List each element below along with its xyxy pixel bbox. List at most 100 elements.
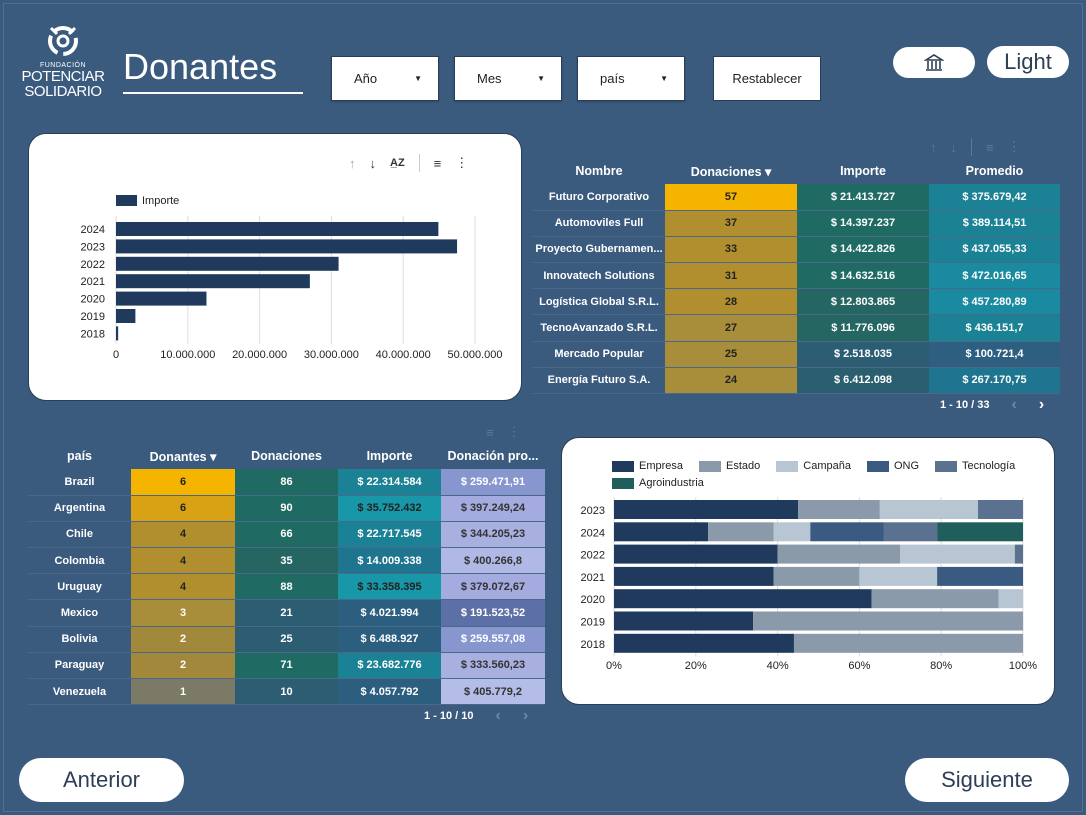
previous-page-button[interactable]: Anterior — [19, 758, 184, 802]
y-category-label: 2021 — [581, 572, 605, 584]
x-tick-label: 60% — [848, 660, 870, 672]
home-button[interactable] — [893, 47, 975, 78]
table-cell: Logística Global S.R.L. — [533, 288, 665, 316]
sort-descending-icon[interactable]: ↓ — [369, 155, 377, 171]
legend-item[interactable]: Agroindustria — [612, 477, 704, 489]
sort-az-icon[interactable]: A̲Z — [390, 157, 405, 169]
table-cell: $ 12.803.865 — [797, 288, 929, 316]
y-category-label: 2022 — [581, 550, 605, 562]
filter-icon[interactable]: ≡ — [433, 155, 442, 171]
more-vertical-icon[interactable]: ⋮ — [455, 155, 469, 170]
table-row[interactable]: Brazil 6 86 $ 22.314.584 $ 259.471,91 — [28, 469, 545, 496]
table-row[interactable]: Mexico 3 21 $ 4.021.994 $ 191.523,52 — [28, 599, 545, 627]
table-cell: $ 389.114,51 — [929, 210, 1060, 237]
page-title: Donantes — [123, 46, 303, 94]
column-header[interactable]: Importe — [366, 449, 413, 463]
table-row[interactable]: Uruguay 4 88 $ 33.358.395 $ 379.072,67 — [28, 573, 545, 601]
table-cell: Futuro Corporativo — [533, 184, 665, 211]
column-header[interactable]: país — [66, 449, 92, 463]
table-cell: $ 333.560,23 — [441, 652, 545, 680]
column-header[interactable]: Importe — [840, 164, 886, 178]
table-row[interactable]: Innovatech Solutions 31 $ 14.632.516 $ 472.… — [533, 262, 1060, 290]
toolbar-divider — [418, 154, 420, 172]
table-row[interactable]: Bolivia 2 25 $ 6.488.927 $ 259.557,08 — [28, 626, 545, 653]
table-row[interactable]: Paraguay 2 71 $ 23.682.776 $ 333.560,23 — [28, 652, 545, 680]
year-filter[interactable]: Año ▼ — [331, 56, 439, 101]
stack-segment-ong — [810, 522, 884, 542]
table-row[interactable]: Colombia 4 35 $ 14.009.338 $ 400.266,8 — [28, 547, 545, 575]
table-cell: Energía Futuro S.A. — [533, 367, 665, 395]
sort-ascending-icon[interactable]: ↑ — [930, 139, 937, 155]
column-header[interactable]: Donantes ▾ — [149, 449, 217, 464]
table-row[interactable]: TecnoAvanzado S.R.L. 27 $ 11.776.096 $ 436.… — [533, 314, 1060, 342]
table-row[interactable]: Logística Global S.R.L. 28 $ 12.803.865 $ 4… — [533, 288, 1060, 316]
theme-toggle-button[interactable]: Light — [987, 46, 1069, 78]
table-cell: $ 4.021.994 — [338, 599, 441, 627]
legend-swatch — [866, 460, 889, 472]
column-header[interactable]: Promedio — [965, 164, 1024, 178]
y-category-label: 2018 — [81, 328, 105, 340]
legend-item[interactable]: Campaña — [776, 460, 851, 472]
chevron-left-icon[interactable]: ‹ — [1011, 396, 1017, 413]
month-filter[interactable]: Mes ▼ — [454, 56, 562, 101]
table-row[interactable]: Venezuela 1 10 $ 4.057.792 $ 405.779,2 — [28, 678, 545, 706]
chevron-right-icon[interactable]: › — [522, 707, 529, 724]
table-cell: $ 22.717.545 — [338, 521, 441, 549]
table-row[interactable]: Proyecto Gubernamen... 33 $ 14.422.826 $ 43… — [533, 236, 1060, 264]
table-row[interactable]: Mercado Popular 25 $ 2.518.035 $ 100.721,4 — [533, 341, 1060, 368]
table-row[interactable]: Automoviles Full 37 $ 14.397.237 $ 389.114,… — [533, 210, 1060, 237]
y-category-label: 2022 — [81, 259, 105, 271]
legend-item[interactable]: Empresa — [612, 460, 683, 472]
chevron-down-icon: ▼ — [414, 74, 422, 83]
table-cell: Venezuela — [28, 678, 131, 706]
stack-segment-campaña — [900, 544, 1015, 564]
chevron-right-icon[interactable]: › — [1038, 396, 1045, 413]
filter-icon[interactable]: ≡ — [486, 424, 494, 440]
y-category-label: 2020 — [581, 594, 605, 606]
column-header[interactable]: Nombre — [575, 164, 623, 178]
column-header[interactable]: Donaciones ▾ — [690, 164, 772, 179]
table-row[interactable]: Argentina 6 90 $ 35.752.432 $ 397.249,24 — [28, 495, 545, 522]
table-cell: 66 — [235, 521, 338, 549]
x-tick-label: 50.000.000 — [447, 349, 502, 361]
column-header[interactable]: Donaciones — [251, 449, 322, 463]
x-tick-label: 40.000.000 — [376, 349, 431, 361]
filter-icon[interactable]: ≡ — [986, 139, 994, 155]
table-cell: $ 14.397.237 — [797, 210, 929, 237]
table-cell: $ 21.413.727 — [797, 184, 929, 211]
table1-pager-label: 1 - 10 / 33 — [940, 399, 990, 411]
brand-logo: FUNDACIÓN POTENCIAR SOLIDARIO — [18, 22, 108, 102]
table-cell: 57 — [665, 184, 797, 211]
bar-2024 — [116, 222, 439, 236]
table-cell: 35 — [235, 547, 338, 575]
next-page-button[interactable]: Siguiente — [905, 758, 1069, 802]
more-vertical-icon[interactable]: ⋮ — [507, 424, 521, 439]
table-cell: $ 2.518.035 — [797, 341, 929, 368]
table-row[interactable]: Chile 4 66 $ 22.717.545 $ 344.205,23 — [28, 521, 545, 549]
table-cell: 33 — [665, 236, 797, 264]
reset-button[interactable]: Restablecer — [713, 56, 821, 101]
legend-item[interactable]: Estado — [699, 460, 760, 472]
legend-item[interactable]: ONG — [866, 460, 919, 472]
importe-bar-chart: Importe 0 10.000.000 20.000.000 30.000.000 40… — [81, 195, 503, 361]
table-row[interactable]: Energía Futuro S.A. 24 $ 6.412.098 $ 267.17… — [533, 367, 1060, 395]
table-cell: Argentina — [28, 495, 131, 522]
sort-ascending-icon[interactable]: ↑ — [349, 155, 356, 171]
more-vertical-icon[interactable]: ⋮ — [1007, 139, 1021, 154]
table-cell: $ 344.205,23 — [441, 521, 545, 549]
country-filter[interactable]: país ▼ — [577, 56, 685, 101]
table1-toolbar: ↑ ↓ ≡ ⋮ — [930, 138, 1021, 156]
legend-swatch — [116, 195, 137, 206]
table-cell: Mexico — [28, 599, 131, 627]
legend-swatch — [935, 460, 958, 472]
table-row[interactable]: Futuro Corporativo 57 $ 21.413.727 $ 375.67… — [533, 184, 1060, 211]
table-cell: $ 397.249,24 — [441, 495, 545, 522]
legend-item[interactable]: Tecnología — [935, 460, 1015, 472]
table-cell: Paraguay — [28, 652, 131, 680]
table-cell: Brazil — [28, 469, 131, 496]
table-cell: 25 — [235, 626, 338, 653]
bar-2020 — [116, 291, 207, 306]
column-header[interactable]: Donación pro... — [447, 449, 539, 463]
sort-descending-icon[interactable]: ↓ — [950, 139, 958, 155]
chevron-left-icon[interactable]: ‹ — [495, 707, 501, 724]
